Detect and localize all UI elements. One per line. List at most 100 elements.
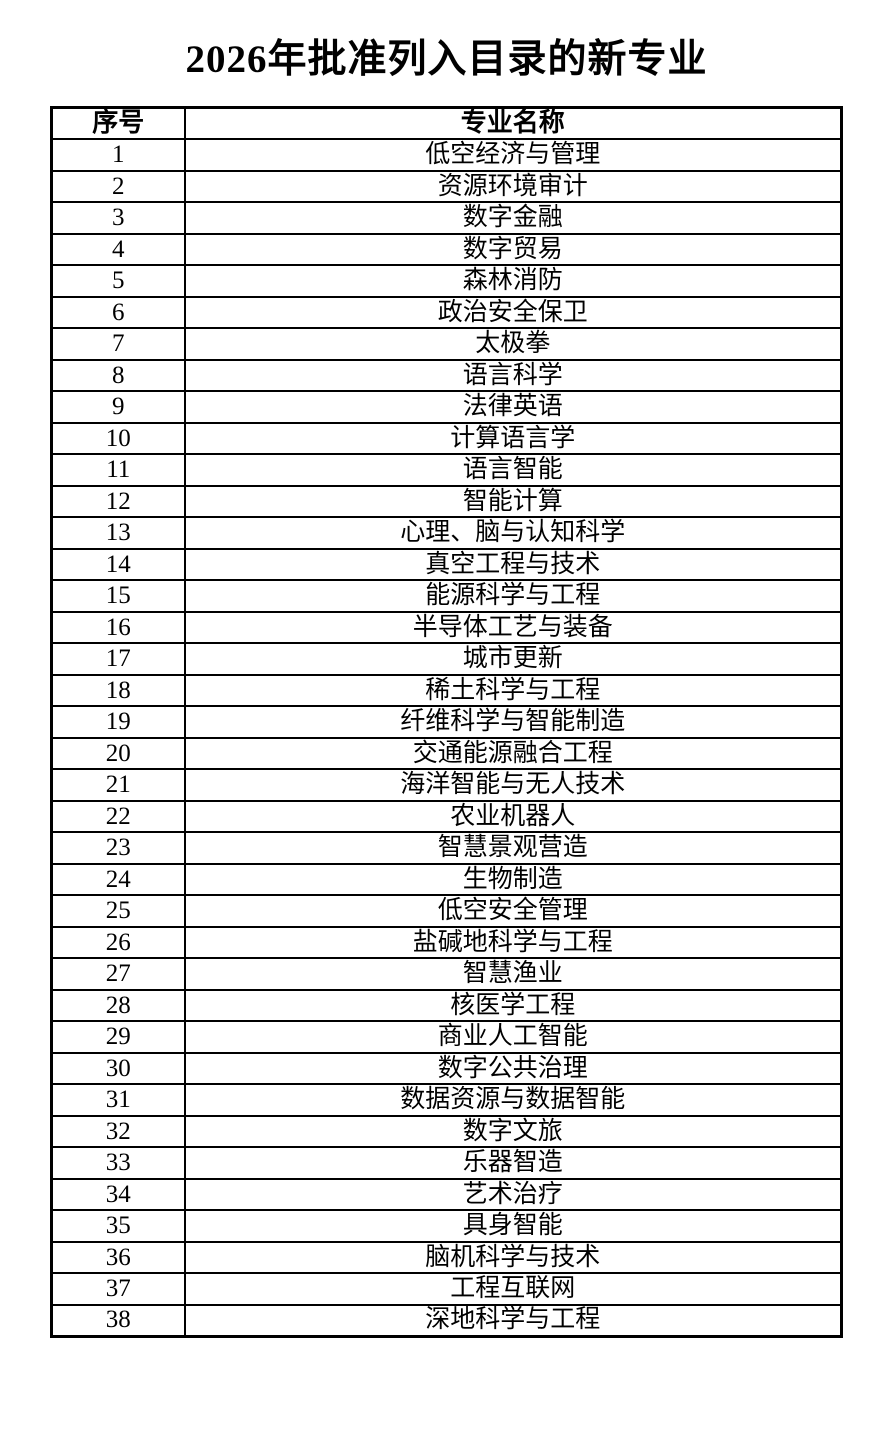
row-index-cell: 30	[50, 1051, 186, 1085]
major-name-cell: 能源科学与工程	[183, 579, 843, 613]
table-row: 11 语言智能	[50, 453, 843, 487]
major-name-cell: 城市更新	[183, 642, 843, 676]
major-name-cell: 语言科学	[183, 358, 843, 392]
row-index-cell: 16	[50, 610, 186, 644]
column-header-index: 序号	[50, 106, 186, 140]
row-index-cell: 2	[50, 169, 186, 203]
table-row: 6 政治安全保卫	[50, 295, 843, 329]
major-name-cell: 海洋智能与无人技术	[183, 768, 843, 802]
table-row: 19 纤维科学与智能制造	[50, 705, 843, 739]
table-row: 38 深地科学与工程	[50, 1303, 843, 1337]
major-name-cell: 智能计算	[183, 484, 843, 518]
major-name-cell: 数据资源与数据智能	[183, 1083, 843, 1117]
row-index-cell: 35	[50, 1209, 186, 1243]
major-name-cell: 太极拳	[183, 327, 843, 361]
table-row: 1 低空经济与管理	[50, 138, 843, 172]
major-name-cell: 智慧渔业	[183, 957, 843, 991]
major-name-cell: 艺术治疗	[183, 1177, 843, 1211]
row-index-cell: 37	[50, 1272, 186, 1306]
table-row: 5 森林消防	[50, 264, 843, 298]
row-index-cell: 32	[50, 1114, 186, 1148]
table-row: 7 太极拳	[50, 327, 843, 361]
row-index-cell: 28	[50, 988, 186, 1022]
row-index-cell: 25	[50, 894, 186, 928]
row-index-cell: 24	[50, 862, 186, 896]
table-row: 30 数字公共治理	[50, 1051, 843, 1085]
major-name-cell: 具身智能	[183, 1209, 843, 1243]
table-row: 3 数字金融	[50, 201, 843, 235]
header-row: 序号 专业名称	[50, 106, 843, 140]
page-title: 2026年批准列入目录的新专业	[185, 38, 708, 81]
major-name-cell: 盐碱地科学与工程	[183, 925, 843, 959]
major-name-cell: 数字公共治理	[183, 1051, 843, 1085]
major-name-cell: 数字金融	[183, 201, 843, 235]
row-index-cell: 27	[50, 957, 186, 991]
major-name-cell: 脑机科学与技术	[183, 1240, 843, 1274]
major-name-cell: 森林消防	[183, 264, 843, 298]
major-name-cell: 数字文旅	[183, 1114, 843, 1148]
row-index-cell: 7	[50, 327, 186, 361]
table-body: 1 低空经济与管理 2 资源环境审计 3 数字金融 4 数字贸易 5 森林消防 6 政治安全保卫 7 太极…	[50, 138, 843, 1337]
table-row: 14 真空工程与技术	[50, 547, 843, 581]
major-name-cell: 深地科学与工程	[183, 1303, 843, 1337]
row-index-cell: 22	[50, 799, 186, 833]
table-row: 34 艺术治疗	[50, 1177, 843, 1211]
table-row: 12 智能计算	[50, 484, 843, 518]
table-row: 16 半导体工艺与装备	[50, 610, 843, 644]
major-name-cell: 低空经济与管理	[183, 138, 843, 172]
row-index-cell: 10	[50, 421, 186, 455]
row-index-cell: 12	[50, 484, 186, 518]
major-name-cell: 法律英语	[183, 390, 843, 424]
table-row: 28 核医学工程	[50, 988, 843, 1022]
row-index-cell: 23	[50, 831, 186, 865]
row-index-cell: 31	[50, 1083, 186, 1117]
row-index-cell: 13	[50, 516, 186, 550]
table-row: 9 法律英语	[50, 390, 843, 424]
major-name-cell: 语言智能	[183, 453, 843, 487]
table-row: 27 智慧渔业	[50, 957, 843, 991]
table-row: 31 数据资源与数据智能	[50, 1083, 843, 1117]
major-name-cell: 政治安全保卫	[183, 295, 843, 329]
table-row: 4 数字贸易	[50, 232, 843, 266]
row-index-cell: 33	[50, 1146, 186, 1180]
row-index-cell: 38	[50, 1303, 186, 1337]
table-row: 26 盐碱地科学与工程	[50, 925, 843, 959]
table-row: 2 资源环境审计	[50, 169, 843, 203]
table-row: 24 生物制造	[50, 862, 843, 896]
row-index-cell: 11	[50, 453, 186, 487]
table-row: 36 脑机科学与技术	[50, 1240, 843, 1274]
row-index-cell: 18	[50, 673, 186, 707]
major-name-cell: 低空安全管理	[183, 894, 843, 928]
table-row: 35 具身智能	[50, 1209, 843, 1243]
major-name-cell: 数字贸易	[183, 232, 843, 266]
table-row: 15 能源科学与工程	[50, 579, 843, 613]
table-row: 17 城市更新	[50, 642, 843, 676]
major-name-cell: 工程互联网	[183, 1272, 843, 1306]
table-row: 29 商业人工智能	[50, 1020, 843, 1054]
table-row: 33 乐器智造	[50, 1146, 843, 1180]
row-index-cell: 36	[50, 1240, 186, 1274]
row-index-cell: 9	[50, 390, 186, 424]
column-header-major: 专业名称	[183, 106, 843, 140]
row-index-cell: 20	[50, 736, 186, 770]
row-index-cell: 19	[50, 705, 186, 739]
major-name-cell: 生物制造	[183, 862, 843, 896]
row-index-cell: 21	[50, 768, 186, 802]
major-name-cell: 稀土科学与工程	[183, 673, 843, 707]
major-name-cell: 真空工程与技术	[183, 547, 843, 581]
major-name-cell: 智慧景观营造	[183, 831, 843, 865]
row-index-cell: 29	[50, 1020, 186, 1054]
major-name-cell: 商业人工智能	[183, 1020, 843, 1054]
row-index-cell: 14	[50, 547, 186, 581]
row-index-cell: 8	[50, 358, 186, 392]
table-row: 22 农业机器人	[50, 799, 843, 833]
table-row: 21 海洋智能与无人技术	[50, 768, 843, 802]
row-index-cell: 4	[50, 232, 186, 266]
table-row: 10 计算语言学	[50, 421, 843, 455]
row-index-cell: 5	[50, 264, 186, 298]
major-name-cell: 计算语言学	[183, 421, 843, 455]
row-index-cell: 6	[50, 295, 186, 329]
major-name-cell: 资源环境审计	[183, 169, 843, 203]
table-row: 18 稀土科学与工程	[50, 673, 843, 707]
